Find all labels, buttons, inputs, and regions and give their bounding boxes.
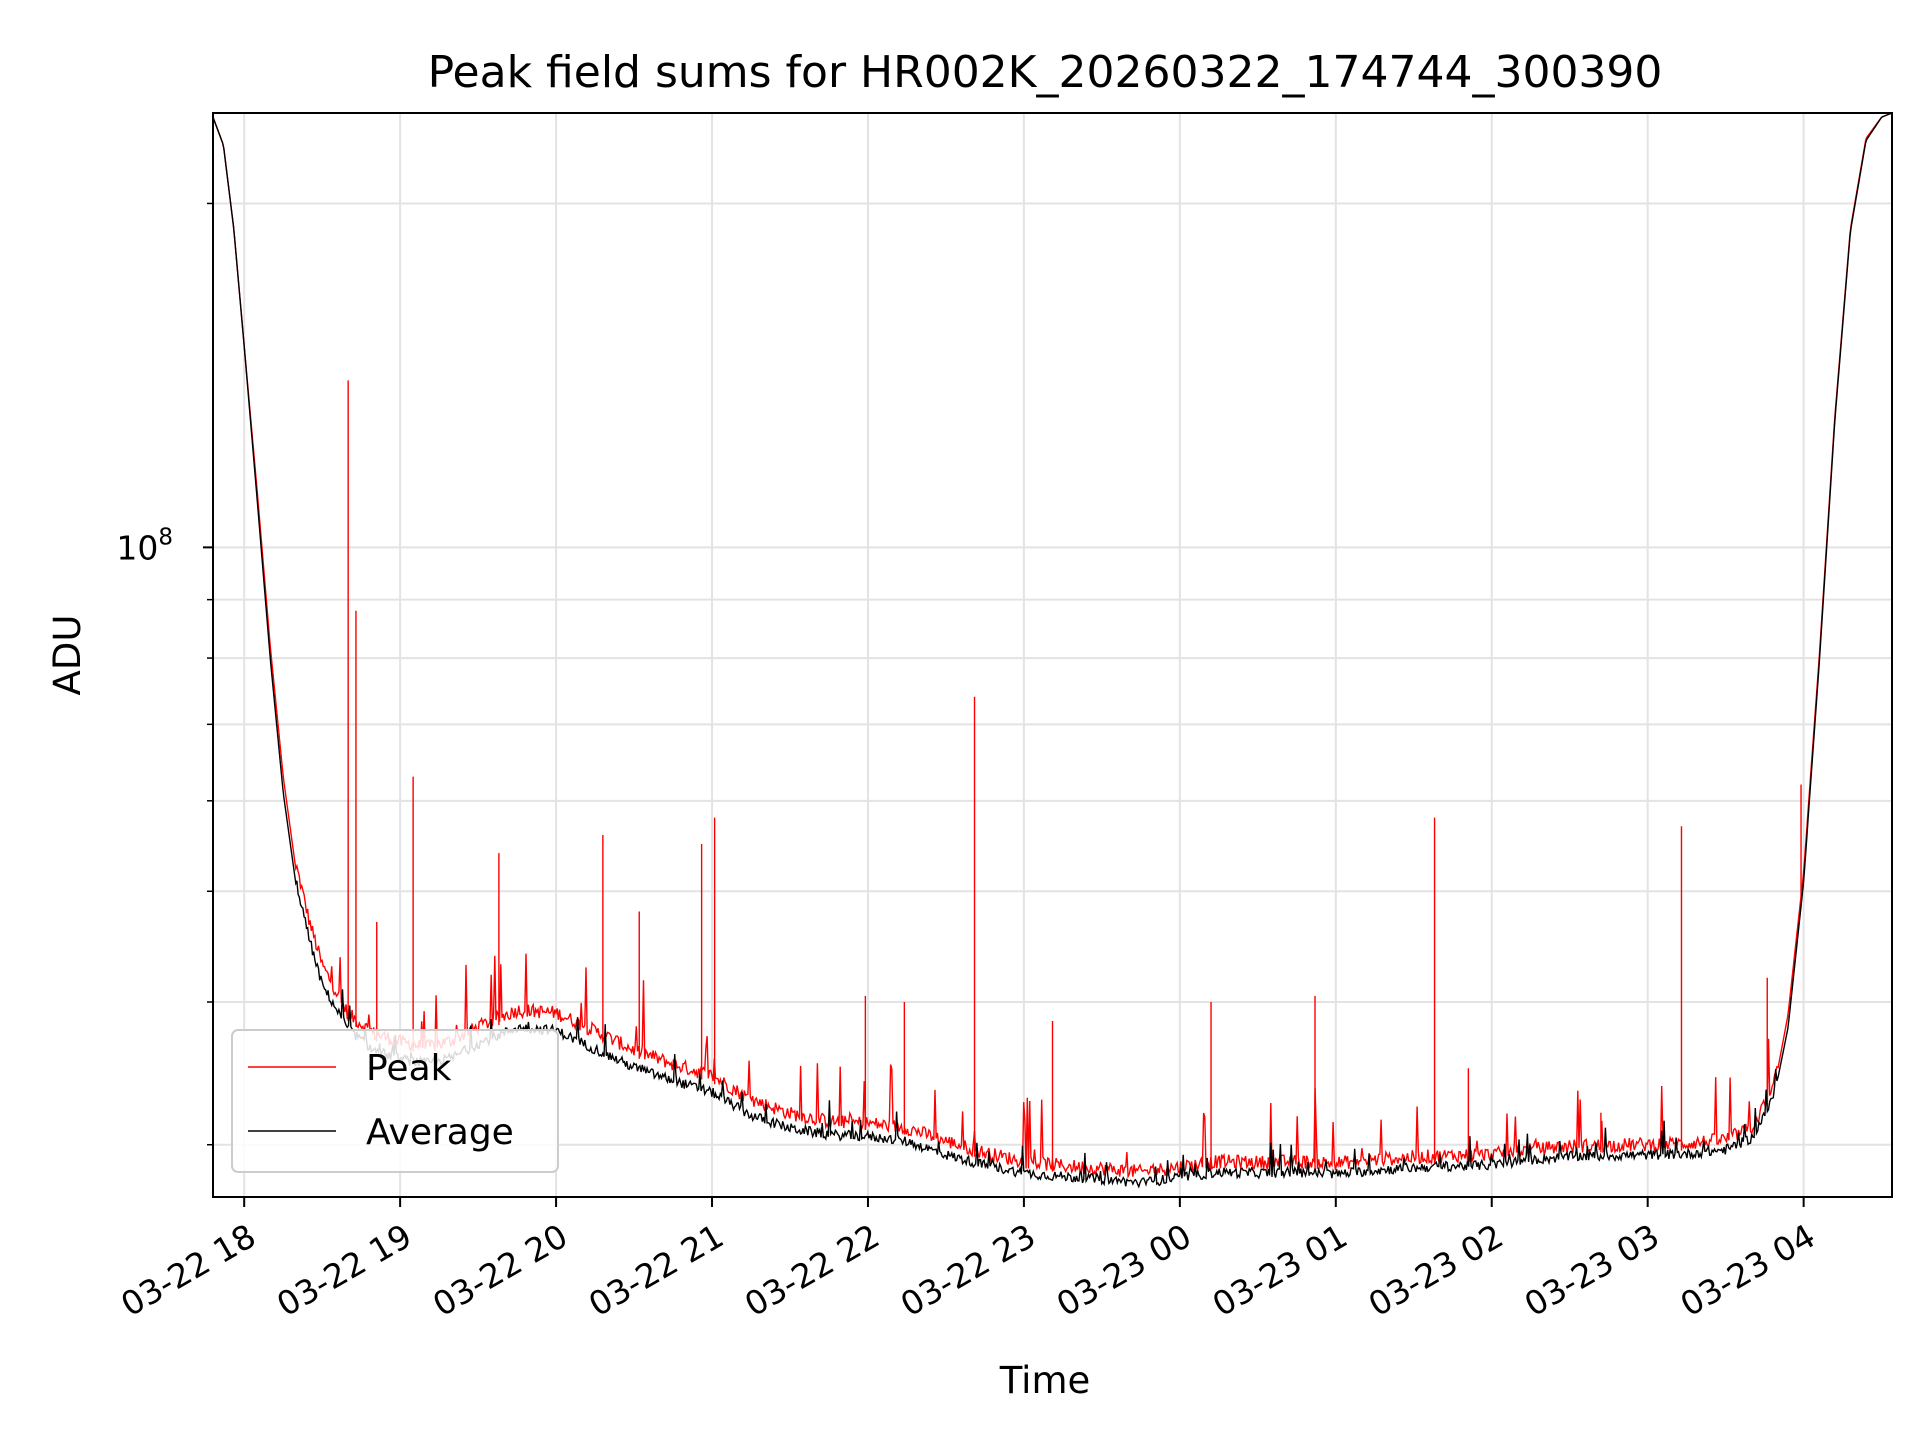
y-tick-label: 108 — [116, 524, 173, 567]
y-tick-exponent: 8 — [158, 524, 173, 550]
legend-label-peak: Peak — [366, 1048, 452, 1089]
x-axis-label: Time — [999, 1359, 1091, 1402]
legend-label-average: Average — [366, 1112, 514, 1153]
chart-title: Peak field sums for HR002K_20260322_1747… — [428, 47, 1663, 98]
y-axis-label: ADU — [46, 615, 89, 696]
legend: Peak Average — [231, 1029, 559, 1173]
plot-frame — [212, 112, 1893, 1198]
grid — [213, 113, 1892, 1197]
y-tick-base: 10 — [116, 528, 158, 567]
legend-box — [231, 1029, 559, 1173]
